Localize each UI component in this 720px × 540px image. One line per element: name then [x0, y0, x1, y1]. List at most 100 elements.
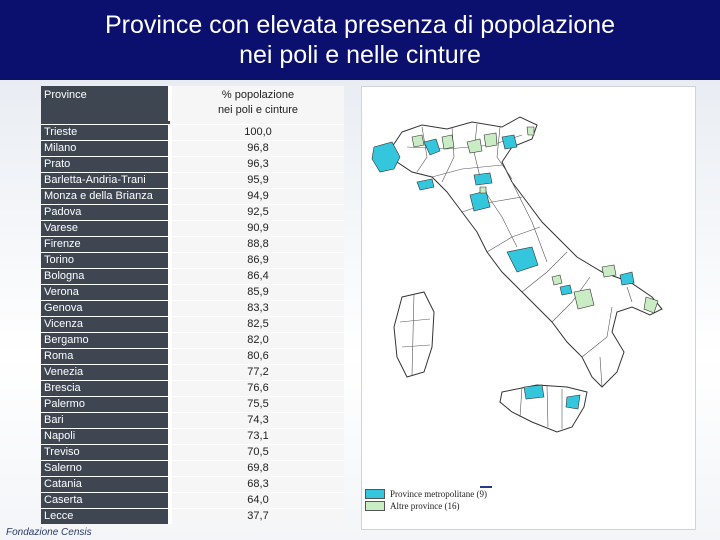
province-name: Firenze — [41, 236, 170, 253]
province-percent: 100,0 — [168, 124, 344, 141]
table-row: Vicenza 82,5 — [41, 316, 344, 333]
province-name: Padova — [41, 204, 170, 221]
table-row: Bari 74,3 — [41, 412, 344, 429]
province-name: Monza e della Brianza — [41, 188, 170, 205]
province-percent: 69,8 — [168, 460, 344, 477]
firenze-area — [469, 190, 491, 212]
province-percent: 95,9 — [168, 172, 344, 189]
province-name: Brescia — [41, 380, 170, 397]
table-row: Monza e della Brianza 94,9 — [41, 188, 344, 205]
province-percent: 70,5 — [168, 444, 344, 461]
province-name: Vicenza — [41, 316, 170, 333]
roma-area — [506, 246, 539, 273]
province-percent: 94,9 — [168, 188, 344, 205]
salerno-area — [573, 288, 595, 310]
table-row: Treviso 70,5 — [41, 444, 344, 461]
province-name: Bologna — [41, 268, 170, 285]
varese-area — [411, 134, 425, 148]
sardinia-outline — [393, 291, 435, 378]
lecce-area — [643, 296, 659, 314]
palermo-area — [523, 384, 545, 400]
province-name: Venezia — [41, 364, 170, 381]
province-name: Torino — [41, 252, 170, 269]
province-name: Milano — [41, 140, 170, 157]
table-row: Lecce 37,7 — [41, 508, 344, 524]
legend-item-other: Altre province (16) — [365, 500, 487, 512]
table-row: Venezia 77,2 — [41, 364, 344, 381]
title-bar: Province con elevata presenza di popolaz… — [0, 0, 720, 80]
legend-label-other: Altre province (16) — [390, 501, 460, 511]
barletta-area — [601, 264, 617, 278]
province-percent: 86,4 — [168, 268, 344, 285]
sardinia-borders — [399, 293, 431, 376]
table-row: Caserta 64,0 — [41, 492, 344, 509]
napoli-area — [559, 284, 573, 296]
province-percent: 76,6 — [168, 380, 344, 397]
column-header-percent: % popolazione nei poli e cinture — [168, 86, 344, 121]
table-row: Torino 86,9 — [41, 252, 344, 269]
province-name: Napoli — [41, 428, 170, 445]
bologna-area — [473, 172, 493, 186]
province-percent: 92,5 — [168, 204, 344, 221]
province-name: Barletta-Andria-Trani — [41, 172, 170, 189]
province-percent: 75,5 — [168, 396, 344, 413]
province-name: Salerno — [41, 460, 170, 477]
province-name: Roma — [41, 348, 170, 365]
province-name: Bergamo — [41, 332, 170, 349]
province-percent: 74,3 — [168, 412, 344, 429]
province-percent: 73,1 — [168, 428, 344, 445]
legend-swatch-other — [365, 501, 385, 511]
page-title: Province con elevata presenza di popolaz… — [104, 11, 616, 69]
province-name: Trieste — [41, 124, 170, 141]
province-name: Palermo — [41, 396, 170, 413]
legend-item-metro: Province metropolitane (9) — [365, 488, 487, 500]
province-percent: 86,9 — [168, 252, 344, 269]
legend-connector — [480, 486, 492, 488]
prato-area — [479, 186, 487, 194]
trieste-area — [526, 126, 535, 136]
table-row: Brescia 76,6 — [41, 380, 344, 397]
table-row: Verona 85,9 — [41, 284, 344, 301]
footer-credit: Fondazione Censis — [6, 527, 92, 538]
table-row: Milano 96,8 — [41, 140, 344, 157]
province-name: Lecce — [41, 508, 170, 524]
catania-area — [565, 394, 581, 410]
table-row: Prato 96,3 — [41, 156, 344, 173]
province-name: Genova — [41, 300, 170, 317]
milano-area — [423, 138, 441, 156]
bari-area — [619, 271, 635, 286]
province-percent: 88,8 — [168, 236, 344, 253]
other-provinces — [411, 126, 659, 314]
sicily-outline — [499, 384, 588, 433]
province-name: Prato — [41, 156, 170, 173]
province-percent: 82,5 — [168, 316, 344, 333]
verona-area — [466, 138, 483, 154]
table-row: Padova 92,5 — [41, 204, 344, 221]
province-percent: 37,7 — [168, 508, 344, 524]
sicily-borders — [519, 384, 563, 429]
vicenza-area — [483, 132, 498, 148]
province-percent: 83,3 — [168, 300, 344, 317]
venezia-area — [501, 134, 518, 150]
table-row: Catania 68,3 — [41, 476, 344, 493]
table-row: Trieste 100,0 — [41, 124, 344, 141]
province-percent: 85,9 — [168, 284, 344, 301]
table-row: Firenze 88,8 — [41, 236, 344, 253]
table-row: Varese 90,9 — [41, 220, 344, 237]
province-name: Verona — [41, 284, 170, 301]
table-row: Genova 83,3 — [41, 300, 344, 317]
province-name: Catania — [41, 476, 170, 493]
province-percent: 96,8 — [168, 140, 344, 157]
province-name: Varese — [41, 220, 170, 237]
legend-swatch-metro — [365, 489, 385, 499]
province-percent: 96,3 — [168, 156, 344, 173]
province-percent: 80,6 — [168, 348, 344, 365]
table-header-row: Province % popolazione nei poli e cintur… — [41, 86, 344, 121]
legend-label-metro: Province metropolitane (9) — [390, 489, 487, 499]
province-percent: 90,9 — [168, 220, 344, 237]
province-percent: 77,2 — [168, 364, 344, 381]
italy-map — [361, 86, 696, 530]
table-row: Salerno 69,8 — [41, 460, 344, 477]
province-percent: 82,0 — [168, 332, 344, 349]
caserta-area — [551, 274, 563, 286]
